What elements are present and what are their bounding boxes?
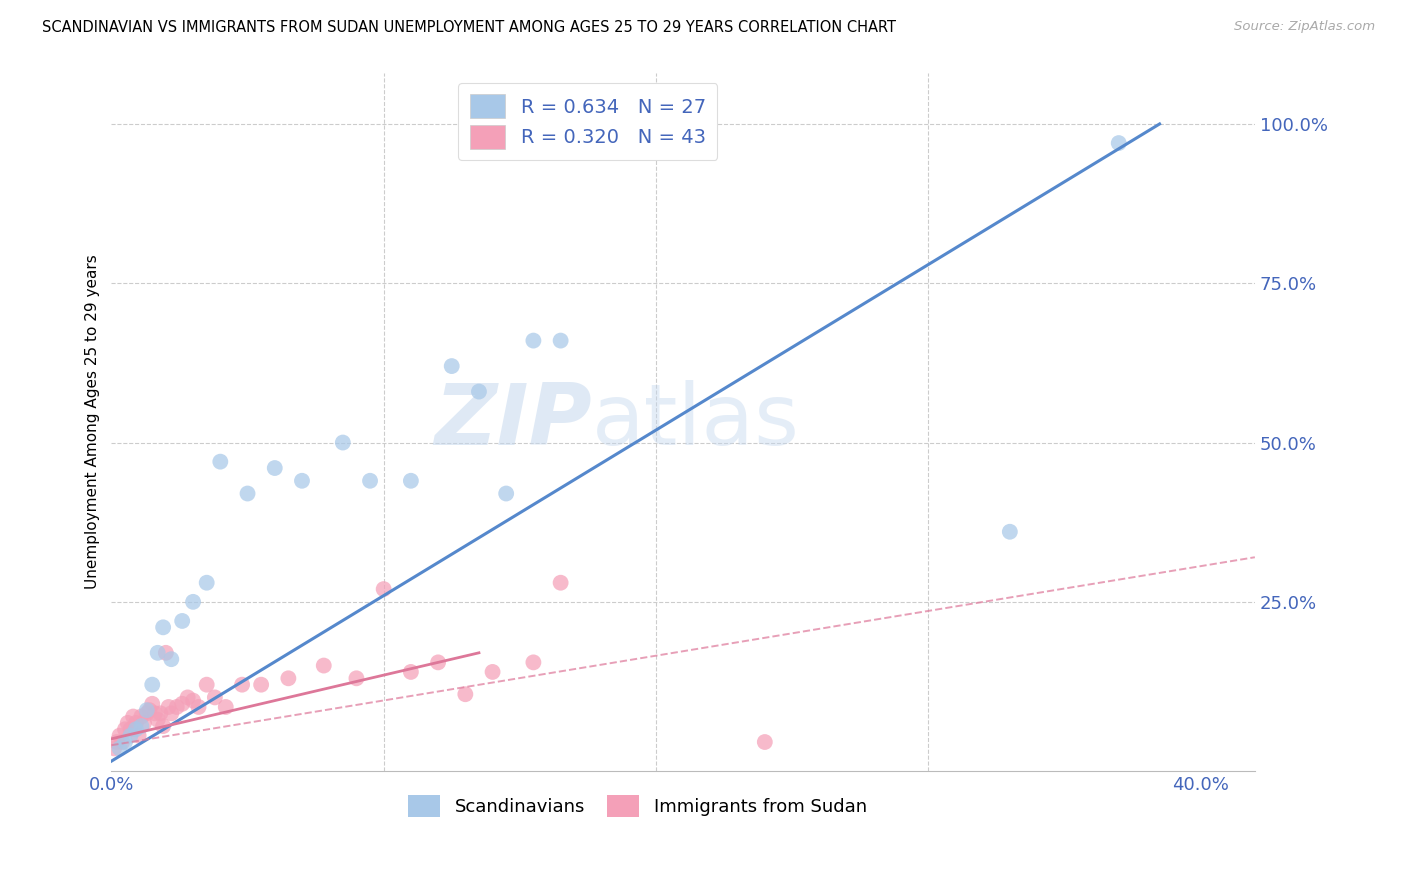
Point [468,384,491,399]
Legend: Scandinavians, Immigrants from Sudan: Scandinavians, Immigrants from Sudan [401,788,875,824]
Text: atlas: atlas [592,380,800,463]
Point [125,723,148,737]
Point [427,656,450,670]
Point [181,595,204,609]
Point [152,620,174,634]
Point [277,671,299,685]
Y-axis label: Unemployment Among Ages 25 to 29 years: Unemployment Among Ages 25 to 29 years [86,254,100,590]
Text: SCANDINAVIAN VS IMMIGRANTS FROM SUDAN UNEMPLOYMENT AMONG AGES 25 TO 29 YEARS COR: SCANDINAVIAN VS IMMIGRANTS FROM SUDAN UN… [42,20,896,35]
Point [114,723,136,737]
Point [236,486,259,500]
Point [143,706,166,721]
Point [204,690,226,705]
Point [157,700,180,714]
Point [108,741,131,756]
Point [120,723,142,737]
Point [291,474,314,488]
Point [141,697,163,711]
Point [440,359,463,373]
Text: Source: ZipAtlas.com: Source: ZipAtlas.com [1234,20,1375,33]
Point [135,703,157,717]
Point [332,435,354,450]
Point [146,646,169,660]
Point [138,703,160,717]
Point [522,334,544,348]
Point [176,690,198,705]
Point [117,715,139,730]
Point [122,709,145,723]
Point [231,678,253,692]
Point [754,735,776,749]
Point [373,582,395,596]
Point [172,614,194,628]
Point [132,715,155,730]
Point [481,665,503,679]
Point [359,474,381,488]
Point [155,646,177,660]
Point [108,729,131,743]
Point [166,700,188,714]
Point [187,700,209,714]
Point [263,461,285,475]
Point [114,735,136,749]
Point [1108,136,1130,150]
Point [103,741,125,756]
Point [215,700,238,714]
Point [346,671,368,685]
Point [998,524,1021,539]
Point [195,575,218,590]
Point [120,729,142,743]
Point [141,678,163,692]
Point [550,334,572,348]
Point [495,486,517,500]
Point [181,693,204,707]
Point [152,719,174,733]
Point [111,735,134,749]
Point [454,687,477,701]
Point [172,697,194,711]
Point [146,713,169,727]
Point [131,709,153,723]
Point [160,652,183,666]
Text: ZIP: ZIP [434,380,592,463]
Point [550,575,572,590]
Point [125,715,148,730]
Point [131,719,153,733]
Point [160,706,183,721]
Point [105,735,128,749]
Point [195,678,218,692]
Point [399,665,422,679]
Point [128,729,150,743]
Point [522,656,544,670]
Point [135,706,157,721]
Point [250,678,273,692]
Point [209,455,232,469]
Point [399,474,422,488]
Point [149,706,172,721]
Point [312,658,335,673]
